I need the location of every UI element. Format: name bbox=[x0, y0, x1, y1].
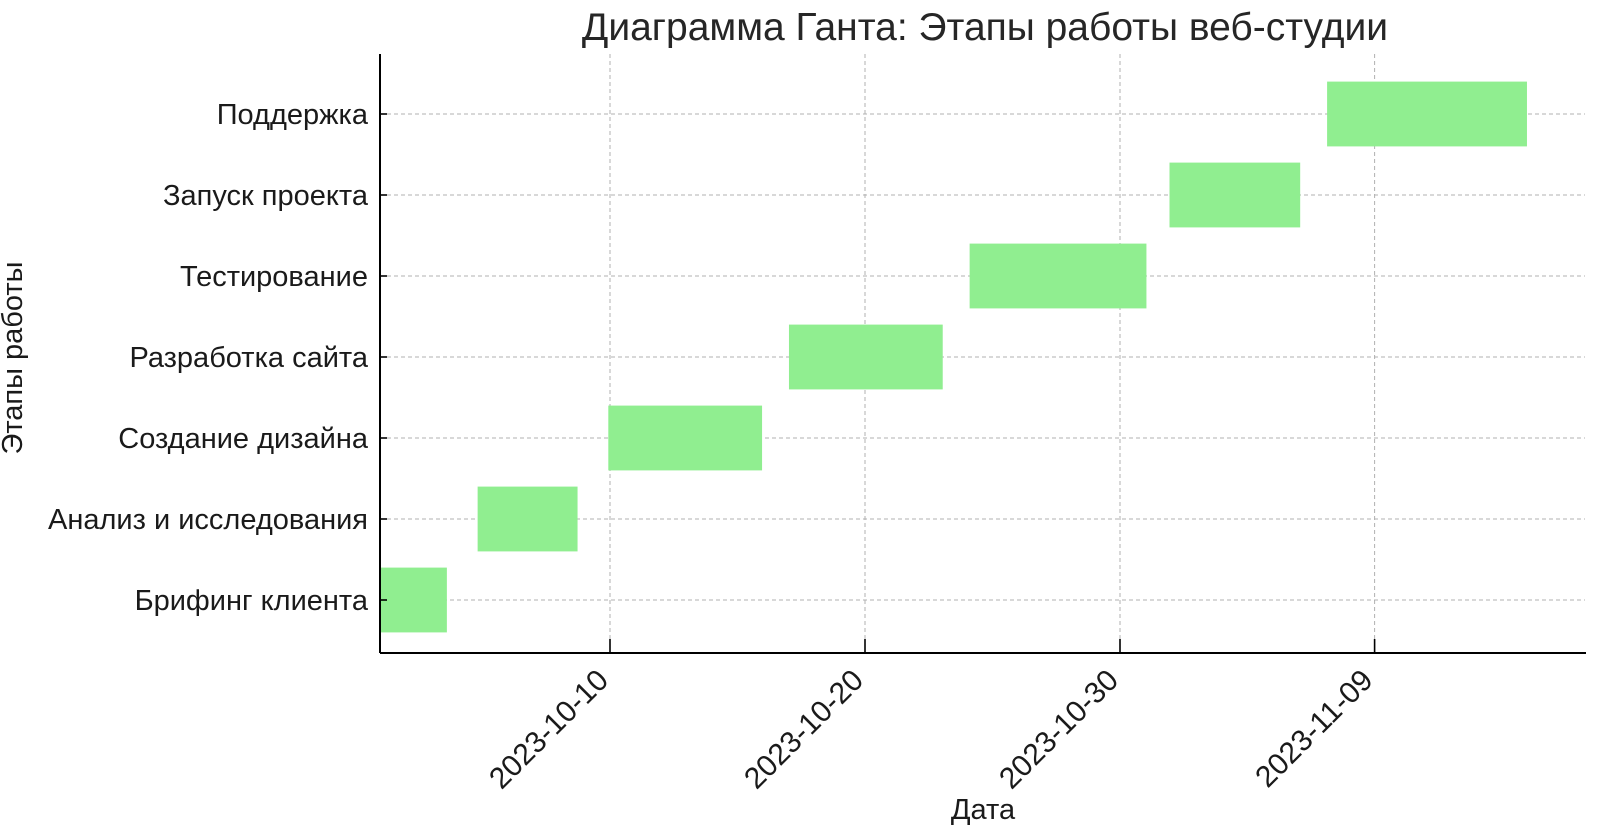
svg-text:Этапы работы: Этапы работы bbox=[0, 261, 29, 454]
svg-text:Тестирование: Тестирование bbox=[180, 261, 368, 293]
svg-text:Поддержка: Поддержка bbox=[217, 99, 369, 131]
svg-text:2023-10-10: 2023-10-10 bbox=[483, 664, 615, 796]
svg-text:2023-10-20: 2023-10-20 bbox=[738, 664, 870, 796]
svg-text:Создание дизайна: Создание дизайна bbox=[118, 423, 369, 455]
svg-text:Запуск проекта: Запуск проекта bbox=[163, 180, 369, 212]
svg-text:Дата: Дата bbox=[951, 794, 1016, 826]
svg-text:2023-11-09: 2023-11-09 bbox=[1249, 664, 1379, 794]
svg-text:Разработка сайта: Разработка сайта bbox=[129, 342, 368, 374]
svg-text:Диаграмма Ганта: Этапы работы: Диаграмма Ганта: Этапы работы веб-студии bbox=[582, 6, 1388, 49]
svg-text:Брифинг клиента: Брифинг клиента bbox=[135, 585, 369, 617]
svg-text:2023-10-30: 2023-10-30 bbox=[993, 664, 1125, 796]
svg-text:Анализ и исследования: Анализ и исследования bbox=[48, 504, 368, 536]
